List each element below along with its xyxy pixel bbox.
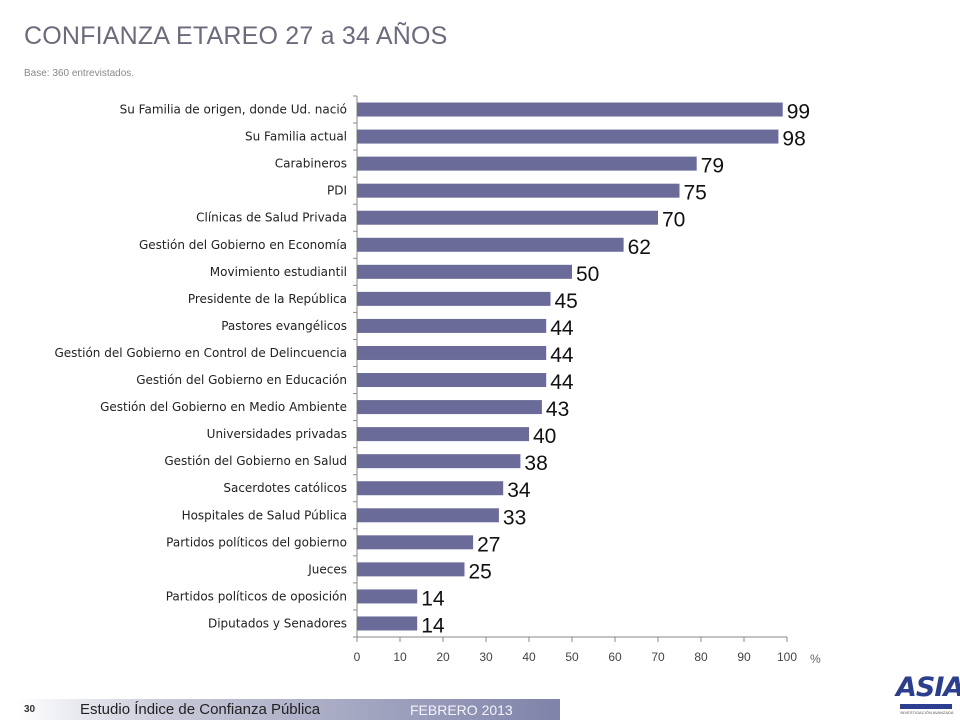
value-label: 44 (550, 344, 574, 367)
category-label: Universidades privadas (207, 427, 347, 441)
x-tick-label: 30 (479, 650, 493, 664)
asia-marketing-logo: ASIA INVESTIGACIÓN AVANZADA (896, 672, 960, 715)
x-tick-label: 70 (651, 650, 665, 664)
category-label: Pastores evangélicos (221, 319, 347, 333)
category-label: Gestión del Gobierno en Control de Delin… (54, 346, 347, 360)
value-label: 44 (550, 317, 574, 340)
x-tick-label: 40 (522, 650, 536, 664)
bar (357, 427, 529, 442)
value-label: 33 (503, 506, 526, 529)
bar (357, 291, 551, 306)
category-label: Gestión del Gobierno en Medio Ambiente (100, 400, 347, 414)
footer-bar (0, 699, 560, 720)
category-label: Partidos políticos del gobierno (166, 535, 347, 549)
x-tick-label: 60 (608, 650, 622, 664)
bar (357, 562, 465, 577)
x-tick-label: 0 (354, 650, 361, 664)
value-label: 70 (662, 209, 685, 232)
value-label: 98 (782, 128, 805, 151)
value-label: 79 (701, 155, 724, 178)
bar (357, 156, 697, 171)
page-title: CONFIANZA ETAREO 27 a 34 AÑOS (24, 22, 448, 50)
bar (357, 616, 418, 631)
bar (357, 102, 783, 117)
bar (357, 589, 418, 604)
value-label: 27 (477, 533, 500, 556)
value-label: 45 (555, 290, 578, 313)
category-label: Jueces (307, 562, 347, 576)
report-date: FEBRERO 2013 (410, 702, 513, 718)
bar (357, 535, 474, 550)
category-label: Sacerdotes católicos (223, 481, 347, 495)
bar (357, 318, 547, 333)
bar (357, 481, 504, 496)
category-label: Partidos políticos de oposición (166, 589, 347, 603)
value-label: 62 (628, 236, 651, 259)
bar (357, 264, 572, 279)
bar (357, 508, 499, 523)
value-label: 43 (546, 398, 569, 421)
bar (357, 129, 779, 144)
x-tick-label: 10 (393, 650, 407, 664)
value-label: 14 (421, 614, 445, 637)
bar (357, 237, 624, 252)
category-label: Gestión del Gobierno en Economía (139, 238, 347, 252)
bar-chart: 0 10 20 30 40 50 60 70 80 90 100 % Su Familia de ori… (54, 95, 821, 666)
category-label: Carabineros (275, 157, 347, 171)
value-label: 25 (469, 560, 492, 583)
sample-base-note: Base: 360 entrevistados. (24, 68, 135, 79)
category-label: Movimiento estudiantil (210, 265, 347, 279)
value-label: 34 (507, 479, 531, 502)
category-label: Gestión del Gobierno en Educación (136, 373, 347, 387)
value-label: 38 (524, 452, 547, 475)
bar (357, 454, 521, 469)
study-name: Estudio Índice de Confianza Pública (80, 701, 321, 718)
category-label: Su Familia de origen, donde Ud. nació (120, 103, 347, 117)
x-tick-label: 20 (436, 650, 450, 664)
bar (357, 210, 658, 225)
value-label: 40 (533, 425, 556, 448)
bar (357, 183, 680, 198)
x-tick-label: 50 (565, 650, 579, 664)
bar (357, 373, 547, 388)
value-label: 99 (787, 101, 810, 124)
logo-subtitle: INVESTIGACIÓN AVANZADA (900, 710, 954, 715)
x-axis-unit-label: % (810, 652, 821, 666)
bar (357, 400, 542, 415)
x-tick-label: 100 (777, 650, 797, 664)
category-label: Diputados y Senadores (208, 616, 347, 630)
category-label: Presidente de la República (188, 292, 347, 306)
x-tick-label: 80 (694, 650, 708, 664)
category-label: Gestión del Gobierno en Salud (164, 454, 347, 468)
value-label: 50 (576, 263, 599, 286)
value-label: 75 (684, 182, 707, 205)
category-label: Clínicas de Salud Privada (196, 211, 347, 225)
category-label: Hospitales de Salud Pública (182, 508, 347, 522)
page-number: 30 (24, 704, 36, 715)
bar (357, 345, 547, 360)
x-tick-label: 90 (737, 650, 751, 664)
category-label: Su Familia actual (245, 130, 347, 144)
value-label: 14 (421, 587, 445, 610)
value-label: 44 (550, 371, 574, 394)
category-label: PDI (327, 184, 347, 198)
